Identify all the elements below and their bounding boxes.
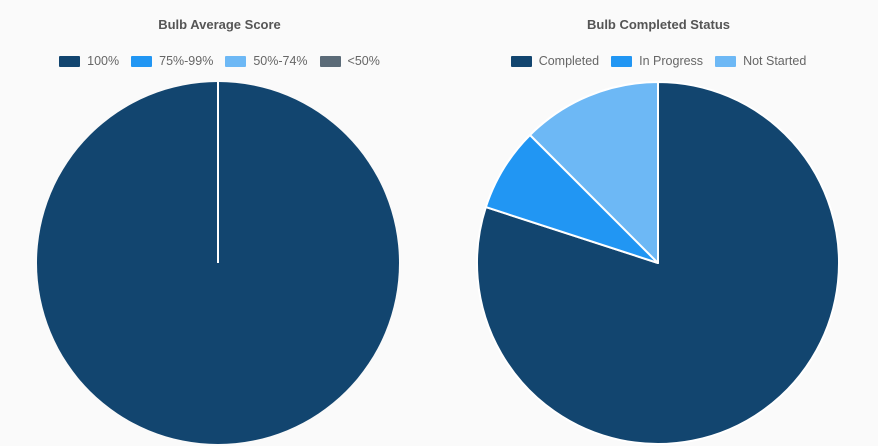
chart-legend: Completed In Progress Not Started bbox=[439, 54, 878, 68]
legend-label: Not Started bbox=[743, 54, 807, 68]
legend-item[interactable]: Not Started bbox=[715, 54, 806, 68]
legend-item[interactable]: 75%-99% bbox=[131, 54, 213, 68]
legend-swatch bbox=[510, 55, 532, 67]
legend-item[interactable]: In Progress bbox=[611, 54, 703, 68]
pie-slice[interactable] bbox=[476, 81, 840, 445]
pie-chart bbox=[476, 81, 840, 445]
average-score-chart: Bulb Average Score 100% 75%-99% 50%-74% <50… bbox=[0, 17, 439, 444]
legend-item[interactable]: 100% bbox=[59, 54, 119, 68]
legend-item[interactable]: <50% bbox=[319, 54, 380, 68]
chart-title: Bulb Completed Status bbox=[586, 17, 730, 32]
completed-status-chart: Bulb Completed Status Completed In Progre… bbox=[439, 0, 878, 446]
pie-chart bbox=[37, 82, 399, 444]
legend-label: Completed bbox=[538, 54, 600, 68]
legend-label: 75%-99% bbox=[159, 54, 214, 68]
legend-item[interactable]: 50%-74% bbox=[225, 54, 308, 68]
legend-swatch bbox=[131, 55, 153, 67]
legend-label: <50% bbox=[347, 54, 380, 68]
chart-title: Bulb Average Score bbox=[158, 17, 281, 32]
pie-slice[interactable] bbox=[529, 81, 659, 264]
legend-label: 100% bbox=[87, 54, 120, 68]
legend-swatch bbox=[59, 55, 81, 67]
legend-label: In Progress bbox=[639, 54, 704, 68]
chart-legend: 100% 75%-99% 50%-74% <50% bbox=[0, 54, 439, 68]
legend-swatch bbox=[225, 55, 247, 67]
legend-swatch bbox=[319, 55, 341, 67]
legend-item[interactable]: Completed bbox=[510, 54, 600, 68]
legend-label: 50%-74% bbox=[253, 54, 308, 68]
legend-swatch bbox=[715, 55, 737, 67]
legend-swatch bbox=[611, 55, 633, 67]
